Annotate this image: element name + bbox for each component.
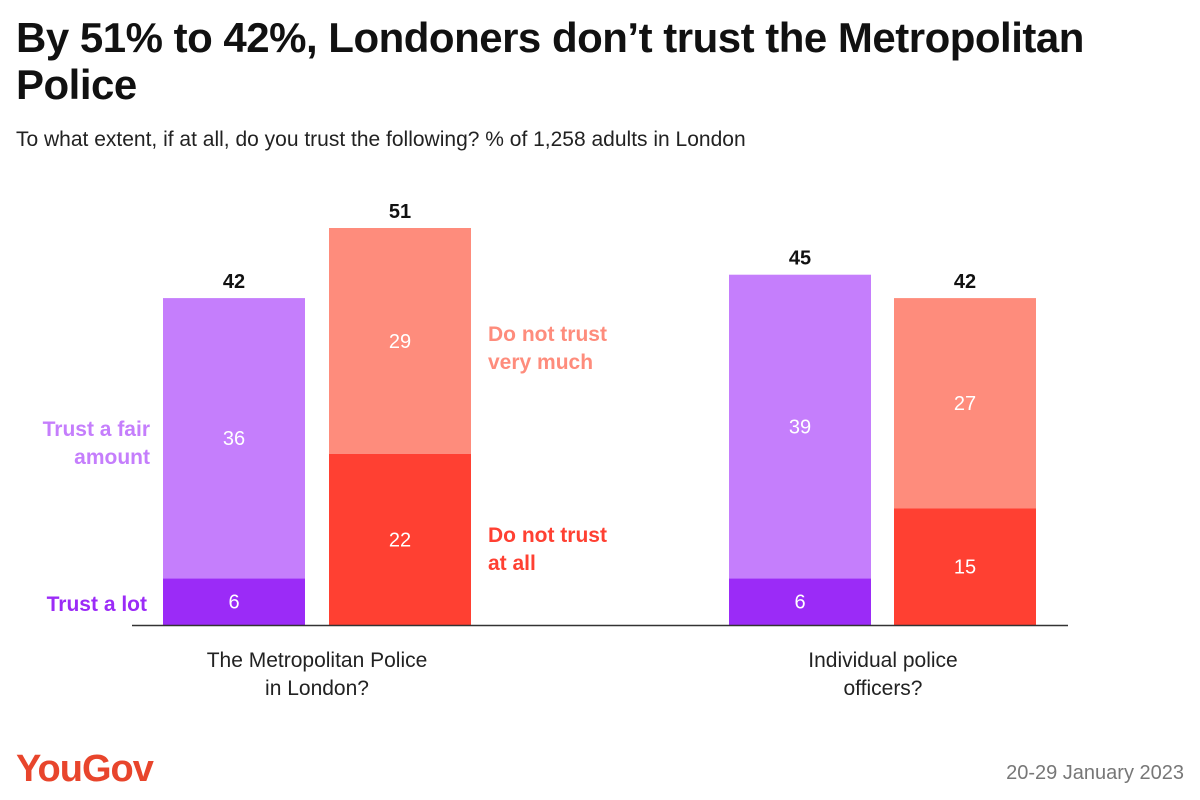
chart-subtitle: To what extent, if at all, do you trust … [16,128,746,151]
bar-segment [329,228,471,454]
chart-title: By 51% to 42%, Londoners don’t trust the… [16,14,1084,108]
bar-total-label: 45 [789,248,811,270]
category-label: The Metropolitan Police in London? [207,649,428,700]
bar-total-label: 42 [954,271,976,293]
bar-segment [894,298,1036,509]
segment-value-label: 6 [228,592,239,614]
bar-segment [729,578,871,625]
legend-label: Trust a fair amount [43,418,150,469]
segment-value-label: 22 [389,529,411,551]
bar-segment [894,508,1036,625]
legend-label: Do not trust very much [488,323,607,374]
bar-segment [163,298,305,579]
bar-total-label: 51 [389,201,411,223]
segment-value-label: 27 [954,393,976,415]
segment-value-label: 36 [223,428,245,450]
bar-segment [329,453,471,625]
segment-value-label: 15 [954,557,976,579]
segment-value-label: 29 [389,331,411,353]
bar-segment [729,274,871,579]
segment-value-label: 39 [789,417,811,439]
category-label: Individual police officers? [808,649,957,700]
yougov-logo: YouGov [16,748,154,790]
fieldwork-date: 20-29 January 2023 [1006,762,1184,784]
bar-total-label: 42 [223,271,245,293]
legend-label: Trust a lot [47,593,147,616]
bar-segment [163,578,305,625]
segment-value-label: 6 [794,592,805,614]
legend-label: Do not trust at all [488,524,607,575]
